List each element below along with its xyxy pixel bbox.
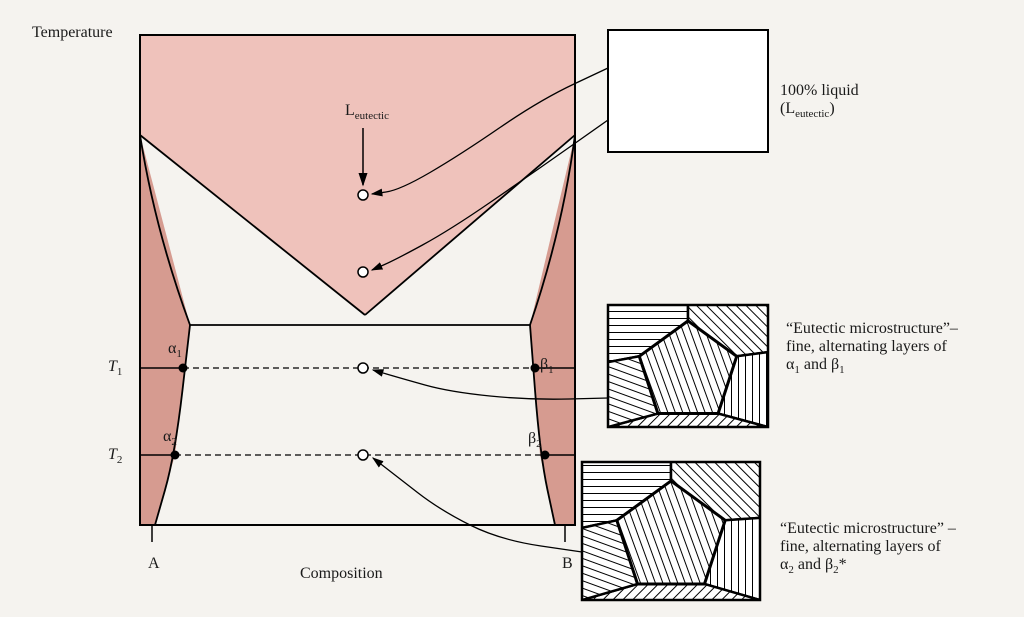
beta1-label: β1 <box>540 356 554 376</box>
figure-root: Temperature Composition A B T1 T2 α1 α2 β1 β2 Leut… <box>0 0 1024 617</box>
L-eutectic-label: Leutectic <box>345 102 389 122</box>
liquid-caption: 100% liquid(Leutectic) <box>780 82 859 120</box>
alpha1-label: α1 <box>168 340 182 360</box>
inset-boxes <box>582 30 768 600</box>
beta2-label: β2 <box>528 430 542 450</box>
x-axis-label: Composition <box>300 565 383 583</box>
y-axis-label: Temperature <box>32 24 113 42</box>
micro2-caption: “Eutectic microstructure” –fine, alterna… <box>780 520 956 576</box>
axis-A: A <box>148 555 160 573</box>
T2-label: T2 <box>108 446 122 466</box>
axis-B: B <box>562 555 573 573</box>
alpha2-label: α2 <box>163 428 177 448</box>
micro1-caption: “Eutectic microstructure”–fine, alternat… <box>786 320 958 376</box>
T1-label: T1 <box>108 358 122 378</box>
